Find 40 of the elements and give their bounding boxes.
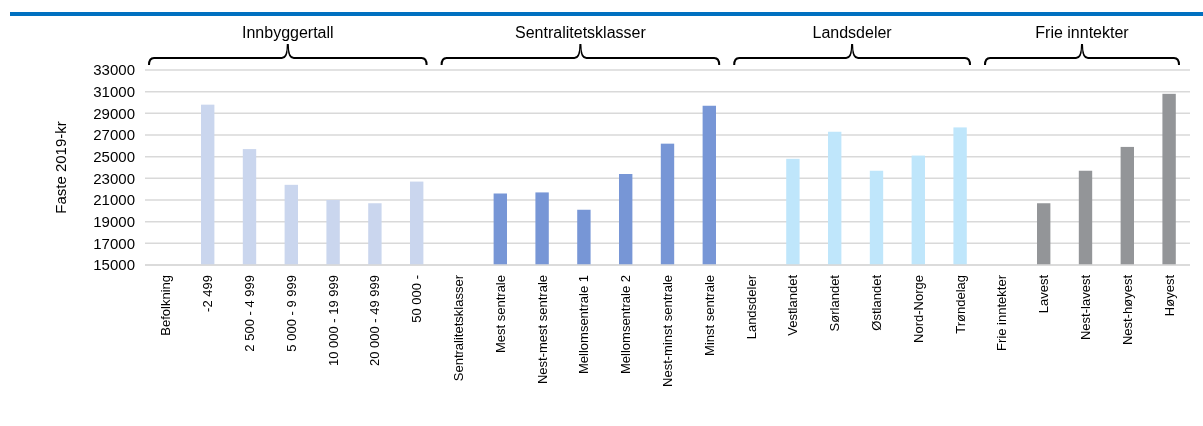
x-tick-label: Trøndelag <box>952 275 968 334</box>
text: Sentralitetsklasser <box>515 24 647 41</box>
x-tick-label: Vestlandet <box>785 274 801 336</box>
y-tick-label: 33000 <box>93 61 135 79</box>
x-tick-label: 5 000 - 9 999 <box>283 275 299 352</box>
x-tick-label: Lavest <box>1036 274 1052 314</box>
x-tick-label: 2 500 - 4 999 <box>242 275 258 352</box>
x-tick-label: Mellomsentrale 1 <box>576 275 592 374</box>
x-tick-label: Nest-minst sentrale <box>660 275 676 387</box>
y-tick-label: 17000 <box>93 234 135 252</box>
text: Innbyggertall <box>241 24 334 41</box>
x-tick-label: Sentralitetsklasser <box>451 274 467 382</box>
x-tick-label: Mellomsentrale 2 <box>618 275 634 374</box>
y-tick-label: 29000 <box>93 104 135 122</box>
x-tick-label: Frie inntekter <box>994 274 1010 351</box>
x-tick-label: Landsdeler <box>743 274 759 340</box>
y-tick-label: 31000 <box>93 82 135 100</box>
y-tick-label: 15000 <box>93 256 135 274</box>
x-tick-label: Mest sentrale <box>492 275 508 354</box>
x-tick-label: Nest-lavest <box>1078 274 1094 341</box>
x-tick-label: 50 000 - <box>409 275 425 323</box>
x-tick-label: Nord-Norge <box>910 275 926 343</box>
text: Landsdeler <box>812 24 893 41</box>
y-axis-title: Faste 2019-kr <box>52 121 69 214</box>
x-tick-label: 10 000 - 19 999 <box>325 275 341 367</box>
x-tick-label: Høyest <box>1161 274 1177 317</box>
x-tick-label: Nest-mest sentrale <box>534 275 550 385</box>
y-tick-label: 25000 <box>93 147 135 165</box>
y-tick-label: 19000 <box>93 212 135 230</box>
y-tick-label: 27000 <box>93 126 135 144</box>
x-tick-label: Minst sentrale <box>701 275 717 356</box>
x-tick-label: Sørlandet <box>827 274 843 332</box>
y-tick-label: 23000 <box>93 169 135 187</box>
text: Frie inntekter <box>1035 24 1130 41</box>
x-tick-label: 20 000 - 49 999 <box>367 275 383 367</box>
y-tick-label: 21000 <box>93 191 135 209</box>
x-tick-label: Nest-høyest <box>1119 274 1135 346</box>
x-tick-label: -2 499 <box>200 275 216 312</box>
x-tick-label: Befolkning <box>158 275 174 336</box>
x-tick-label: Østlandet <box>869 274 885 331</box>
